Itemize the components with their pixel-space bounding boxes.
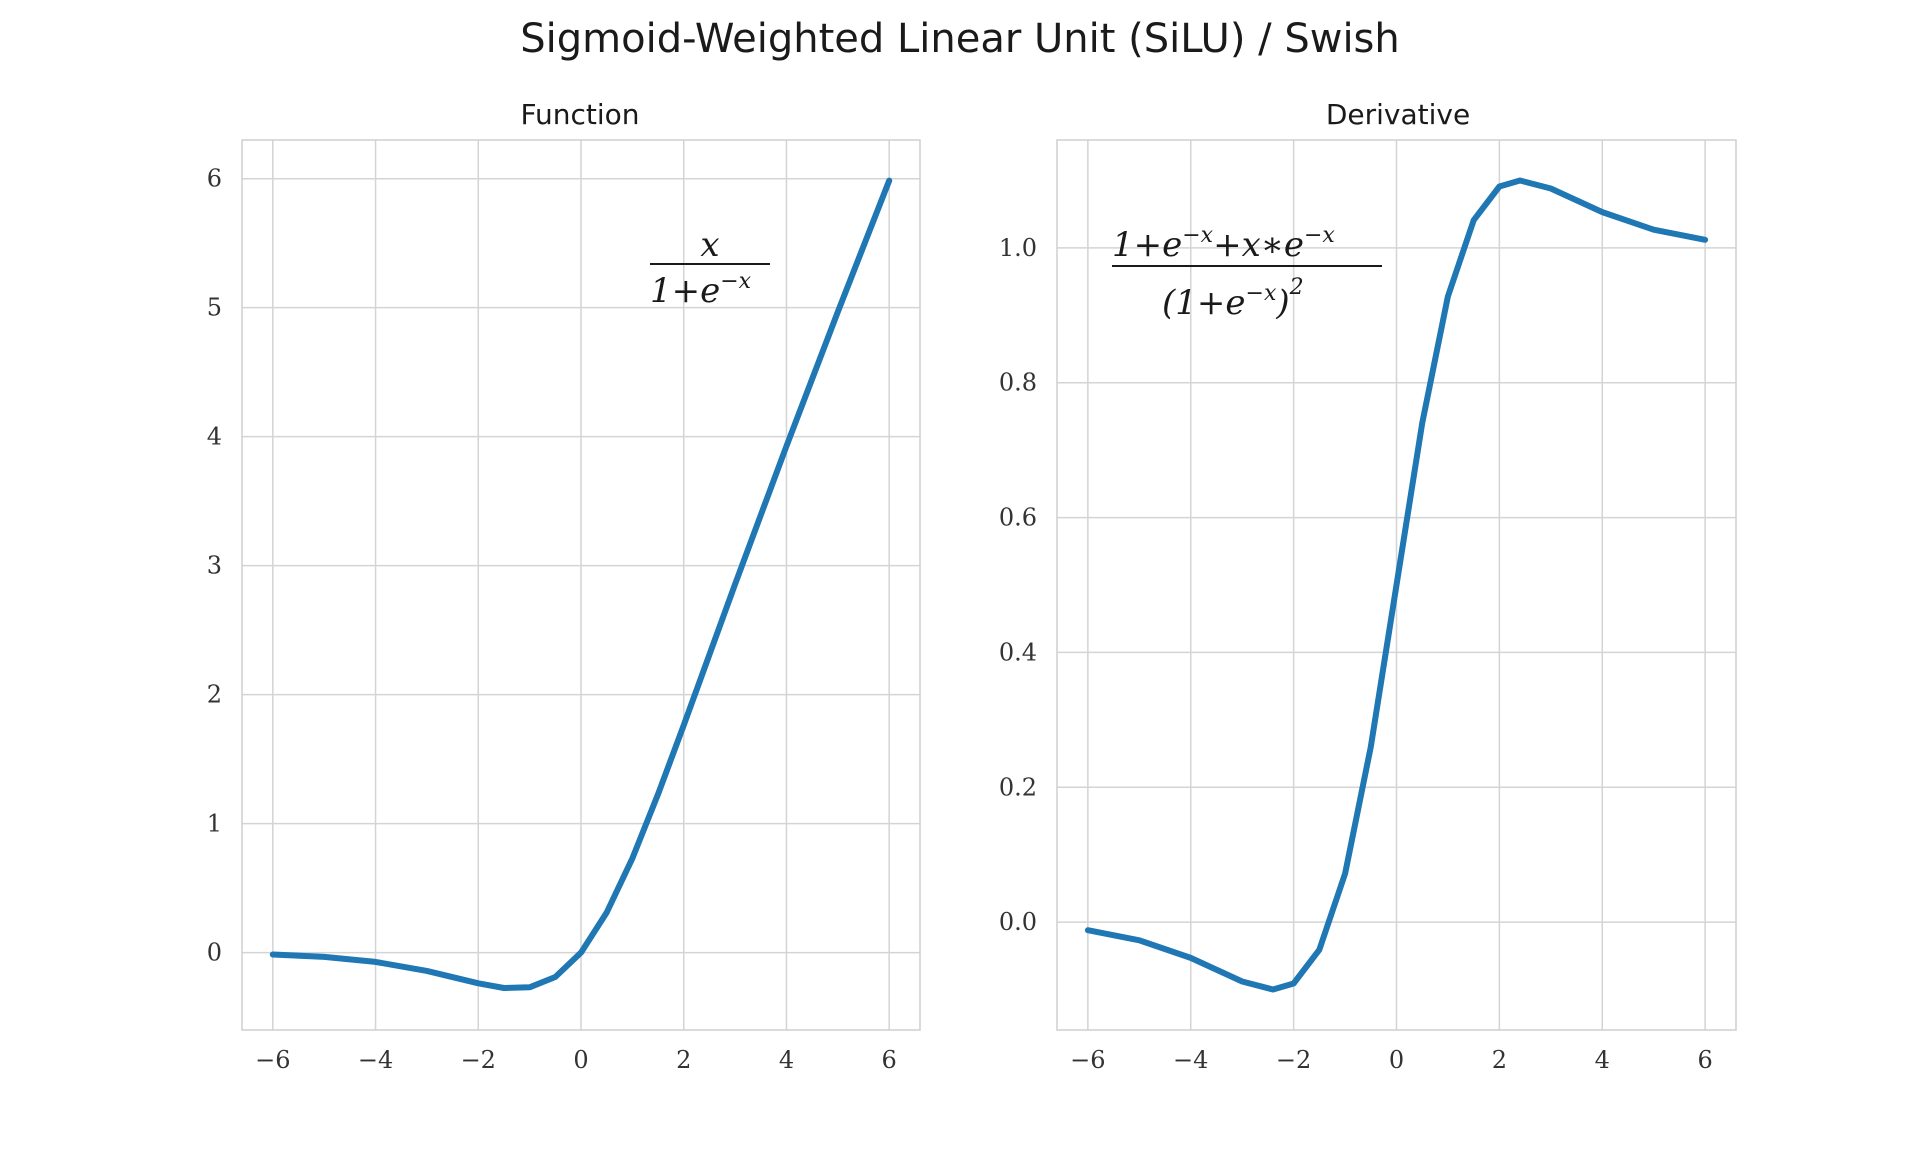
function-x-tick-label: 2	[676, 1046, 691, 1074]
derivative-series-line	[1084, 177, 1709, 993]
function-y-tick-label: 0	[207, 939, 222, 967]
function-plot-frame	[241, 139, 921, 1031]
derivative-y-tick-label: 0.6	[999, 504, 1037, 532]
function-y-tick-label: 1	[207, 810, 222, 838]
derivative-panel-title: Derivative	[1326, 98, 1470, 131]
function-panel-title: Function	[520, 98, 639, 131]
derivative-x-tick-label: 2	[1492, 1046, 1507, 1074]
function-y-tick-label: 4	[207, 423, 222, 451]
derivative-y-tick-label: 0.0	[999, 908, 1037, 936]
derivative-y-ticks: 0.0 0.2 0.4 0.6 0.8 1.0	[999, 234, 1037, 936]
function-x-tick-label: 0	[573, 1046, 588, 1074]
derivative-x-ticks: −6 −4 −2 0 2 4 6	[1070, 1046, 1713, 1074]
derivative-formula-denominator: (1+e−x)2	[1162, 275, 1304, 323]
function-formula: x 1+e−x	[650, 225, 770, 311]
derivative-y-tick-label: 0.8	[999, 369, 1037, 397]
derivative-x-tick-label: −4	[1173, 1046, 1208, 1074]
figure-title: Sigmoid-Weighted Linear Unit (SiLU) / Sw…	[520, 16, 1400, 62]
function-x-ticks: −6 −4 −2 0 2 4 6	[255, 1046, 897, 1074]
derivative-x-tick-label: −6	[1070, 1046, 1105, 1074]
function-y-ticks: 0 1 2 3 4 5 6	[207, 165, 222, 967]
function-grid	[242, 140, 920, 1030]
derivative-x-tick-label: 4	[1595, 1046, 1610, 1074]
function-y-tick-label: 3	[207, 552, 222, 580]
derivative-x-tick-label: 0	[1389, 1046, 1404, 1074]
derivative-grid	[1057, 140, 1736, 1030]
function-x-tick-label: −6	[255, 1046, 290, 1074]
formula-numerator: x	[700, 225, 719, 265]
derivative-x-tick-label: −2	[1276, 1046, 1311, 1074]
derivative-y-tick-label: 0.4	[999, 638, 1037, 666]
derivative-plot-frame	[1056, 139, 1737, 1031]
formula-denominator: 1+e−x	[650, 269, 752, 311]
derivative-y-tick-label: 0.2	[999, 773, 1037, 801]
derivative-formula: 1+e−x+x∗e−x (1+e−x)2	[1112, 223, 1382, 323]
function-y-tick-label: 5	[207, 294, 222, 322]
function-y-tick-label: 6	[207, 165, 222, 193]
derivative-y-tick-label: 1.0	[999, 234, 1037, 262]
function-x-tick-label: −4	[358, 1046, 393, 1074]
function-series-line	[269, 177, 893, 991]
function-x-tick-label: 4	[779, 1046, 794, 1074]
function-x-tick-label: −2	[461, 1046, 496, 1074]
function-x-tick-label: 6	[882, 1046, 897, 1074]
derivative-x-tick-label: 6	[1697, 1046, 1712, 1074]
function-y-tick-label: 2	[207, 681, 222, 709]
derivative-formula-numerator: 1+e−x+x∗e−x	[1112, 223, 1335, 265]
function-panel: Function −6 −4 −2 0 2 4 6 0 1 2 3 4 5 6 x 1+e−x	[207, 98, 921, 1074]
derivative-panel: Derivative −6 −4 −2 0 2 4 6 0.0 0.2 0.4 0.6 0.8 1.0…	[999, 98, 1737, 1074]
